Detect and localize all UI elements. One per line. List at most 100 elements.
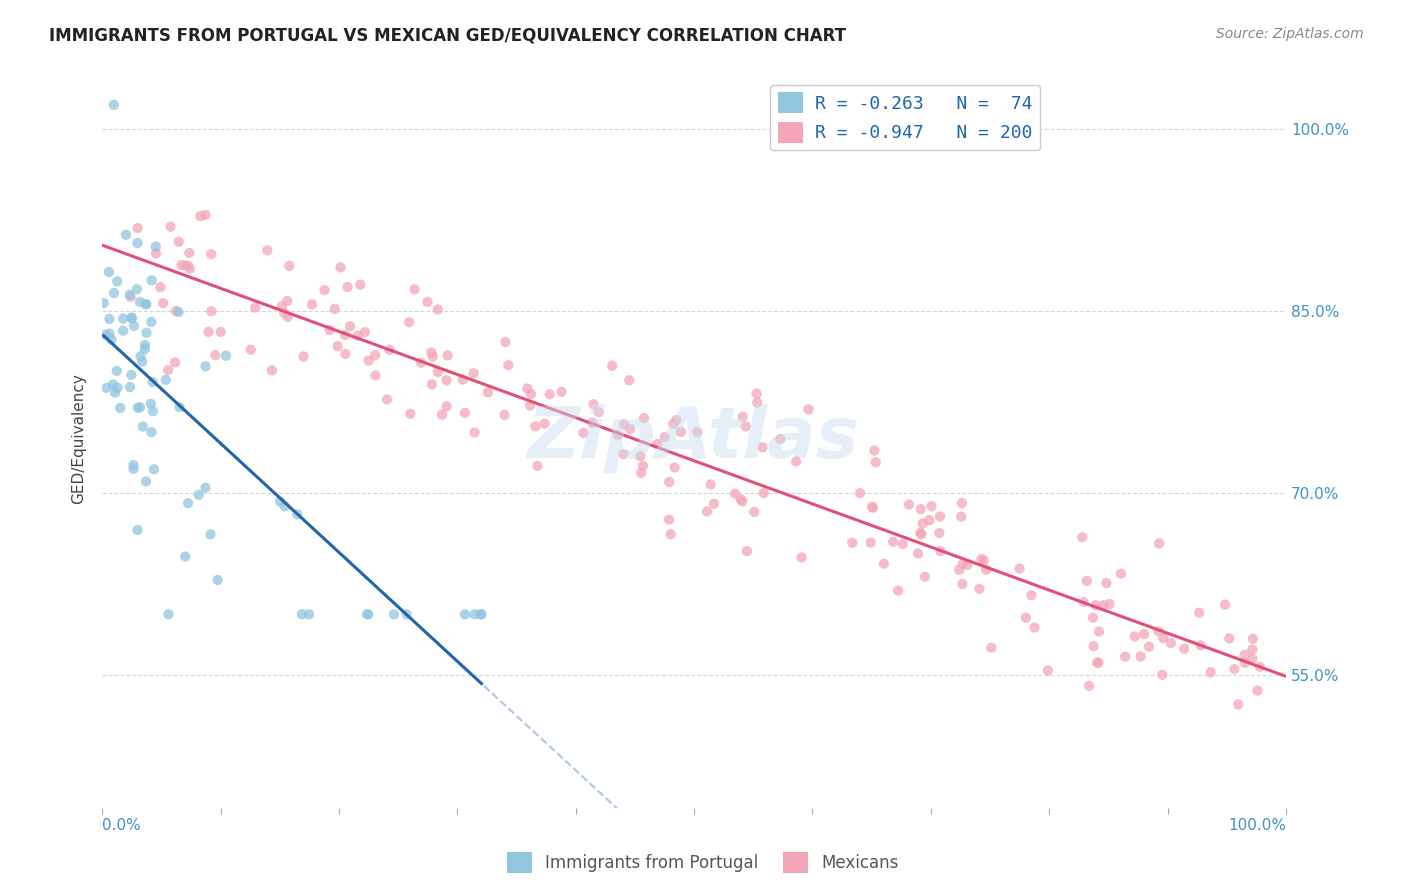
Point	[197, 325, 219, 339]
Point	[914, 570, 936, 584]
Point	[724, 486, 747, 500]
Point	[120, 290, 142, 304]
Legend: Immigrants from Portugal, Mexicans: Immigrants from Portugal, Mexicans	[501, 846, 905, 880]
Point	[470, 607, 492, 622]
Point	[980, 640, 1002, 655]
Point	[141, 315, 163, 329]
Point	[167, 305, 190, 319]
Point	[973, 553, 995, 567]
Point	[662, 417, 685, 431]
Point	[731, 494, 754, 508]
Point	[121, 311, 143, 326]
Point	[98, 312, 121, 326]
Point	[891, 537, 914, 551]
Point	[613, 447, 636, 461]
Point	[1083, 639, 1105, 653]
Point	[1173, 641, 1195, 656]
Point	[165, 304, 187, 318]
Point	[969, 582, 991, 596]
Point	[929, 509, 952, 524]
Point	[974, 563, 997, 577]
Point	[347, 328, 370, 343]
Point	[177, 496, 200, 510]
Point	[454, 607, 477, 622]
Point	[179, 246, 201, 260]
Point	[463, 607, 485, 622]
Point	[742, 505, 765, 519]
Point	[105, 275, 128, 289]
Point	[118, 287, 141, 301]
Point	[1071, 530, 1094, 544]
Point	[356, 607, 378, 622]
Point	[1092, 599, 1115, 613]
Point	[260, 363, 283, 377]
Point	[751, 441, 773, 455]
Point	[276, 293, 298, 308]
Point	[730, 492, 752, 507]
Point	[143, 462, 166, 476]
Point	[141, 425, 163, 439]
Point	[273, 500, 295, 514]
Point	[132, 419, 155, 434]
Point	[98, 265, 121, 279]
Point	[378, 343, 401, 357]
Point	[769, 432, 792, 446]
Point	[519, 399, 541, 413]
Point	[194, 481, 217, 495]
Point	[100, 333, 122, 347]
Point	[665, 413, 688, 427]
Point	[1021, 588, 1043, 602]
Point	[929, 544, 952, 558]
Point	[314, 283, 336, 297]
Point	[273, 306, 295, 320]
Point	[1123, 629, 1146, 643]
Point	[157, 607, 180, 622]
Point	[498, 358, 520, 372]
Point	[112, 324, 135, 338]
Point	[747, 395, 769, 409]
Point	[1241, 632, 1264, 646]
Point	[911, 516, 934, 531]
Point	[581, 416, 603, 430]
Point	[103, 285, 125, 300]
Point	[399, 407, 422, 421]
Point	[329, 260, 352, 275]
Point	[420, 345, 443, 359]
Point	[600, 359, 623, 373]
Point	[734, 419, 756, 434]
Point	[94, 327, 117, 342]
Point	[103, 377, 125, 392]
Point	[204, 348, 226, 362]
Point	[572, 425, 595, 440]
Point	[134, 338, 156, 352]
Point	[451, 373, 474, 387]
Point	[1081, 610, 1104, 624]
Point	[910, 527, 932, 541]
Point	[129, 401, 152, 415]
Point	[588, 405, 610, 419]
Point	[952, 557, 974, 571]
Point	[200, 304, 222, 318]
Point	[115, 227, 138, 242]
Point	[336, 280, 359, 294]
Point	[797, 402, 820, 417]
Point	[898, 498, 921, 512]
Point	[1147, 624, 1170, 639]
Point	[920, 499, 942, 513]
Point	[1188, 606, 1211, 620]
Point	[215, 349, 238, 363]
Point	[395, 607, 418, 622]
Point	[382, 607, 405, 622]
Point	[163, 355, 186, 369]
Point	[1098, 597, 1121, 611]
Point	[96, 381, 118, 395]
Point	[1152, 668, 1174, 682]
Point	[209, 325, 232, 339]
Point	[841, 535, 863, 549]
Point	[277, 310, 299, 324]
Point	[495, 335, 517, 350]
Y-axis label: GED/Equivalency: GED/Equivalency	[72, 373, 86, 504]
Point	[952, 577, 974, 591]
Point	[200, 527, 222, 541]
Point	[582, 397, 605, 411]
